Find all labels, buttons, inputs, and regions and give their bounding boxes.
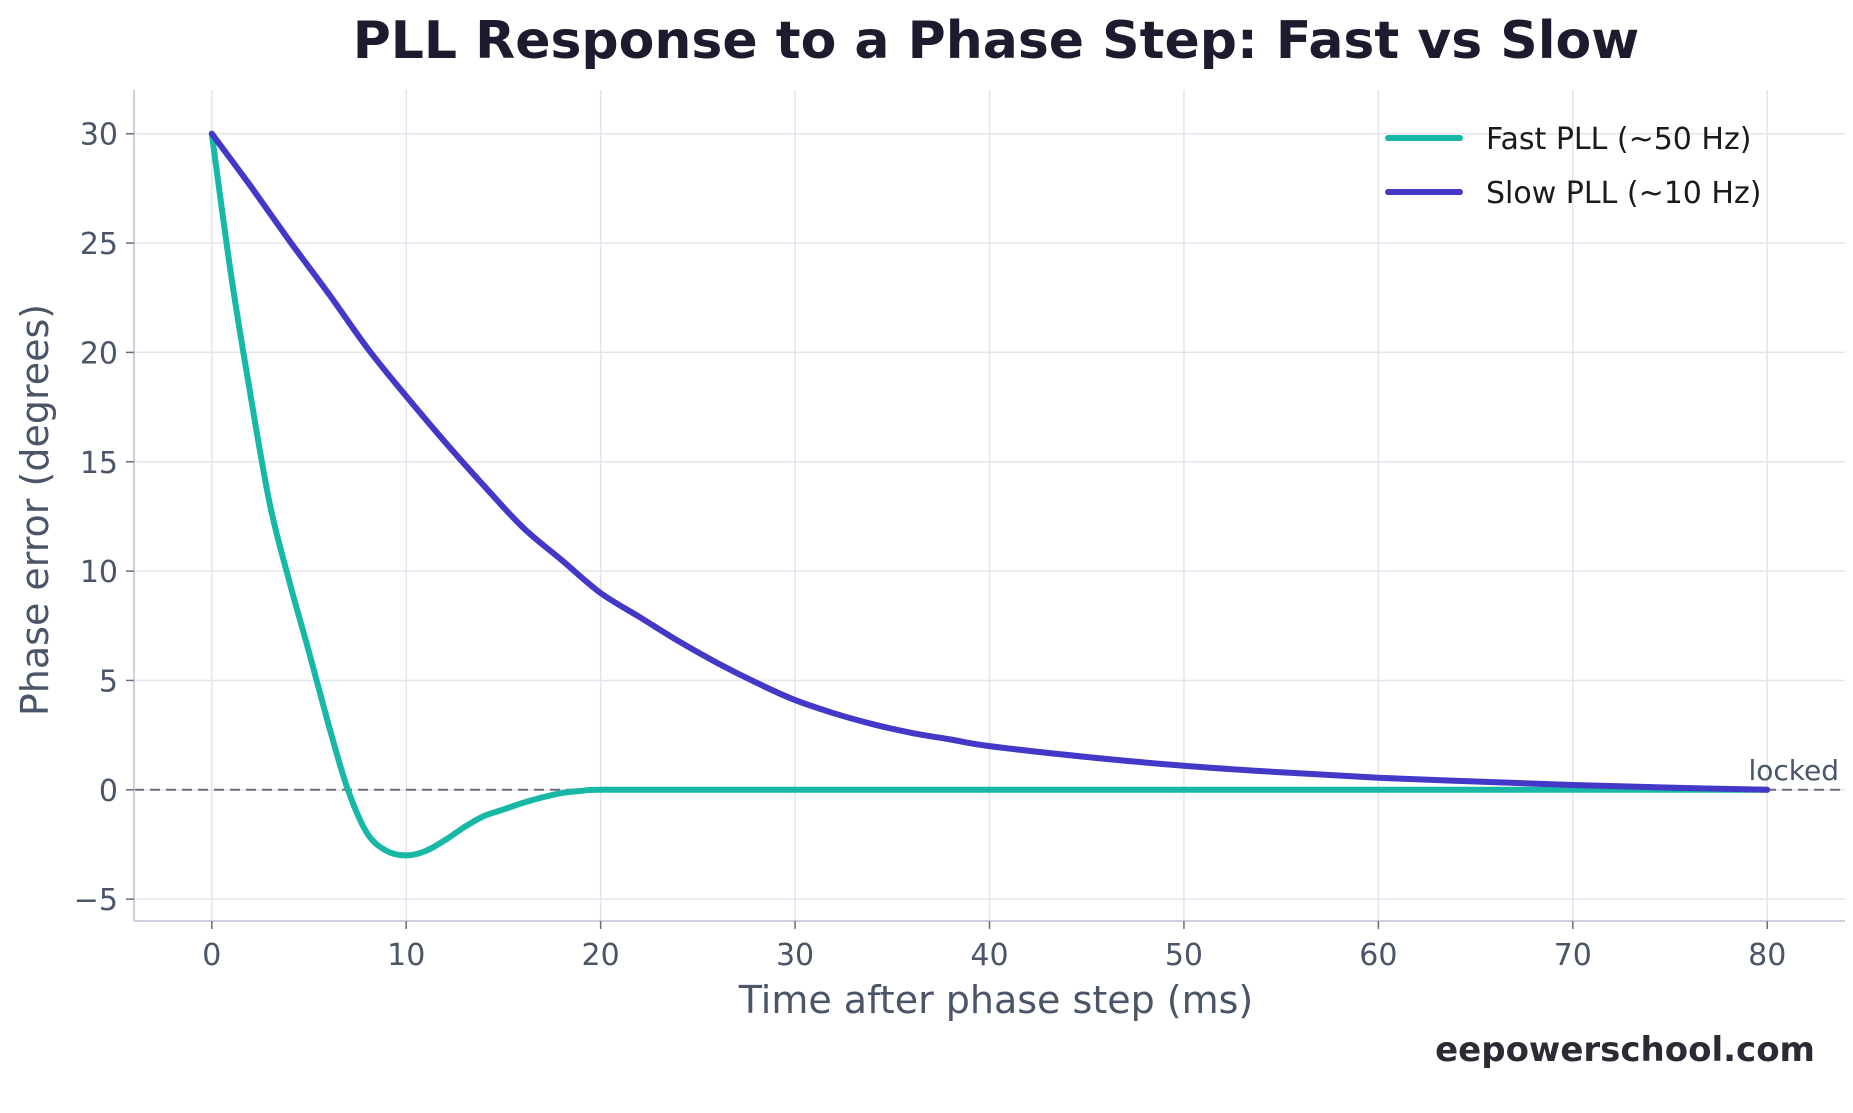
x-tick-label: 40 <box>970 938 1008 973</box>
watermark: eepowerschool.com <box>1435 1030 1815 1070</box>
legend-label-fast-pll: Fast PLL (~50 Hz) <box>1486 122 1751 157</box>
x-tick-label: 0 <box>202 938 221 973</box>
y-tick-label: 30 <box>80 118 118 153</box>
y-tick-label: 5 <box>99 664 118 699</box>
y-tick-label: 20 <box>80 336 118 371</box>
axes: 0 10 20 30 40 50 60 70 80 −5 0 5 10 15 20 25 30 <box>74 90 1845 973</box>
x-tick-label: 70 <box>1554 938 1592 973</box>
x-tick-label: 30 <box>776 938 814 973</box>
series-group <box>208 130 1771 859</box>
legend: Fast PLL (~50 Hz) Slow PLL (~10 Hz) <box>1385 122 1761 211</box>
y-axis-label: Phase error (degrees) <box>13 304 57 716</box>
x-tick-label: 10 <box>387 938 425 973</box>
y-tick-label: 25 <box>80 227 118 262</box>
x-tick-label: 20 <box>582 938 620 973</box>
y-tick-label: 10 <box>80 555 118 590</box>
series-line-slow-pll <box>208 130 1771 793</box>
y-tick-label: 15 <box>80 446 118 481</box>
x-axis-label: Time after phase step (ms) <box>738 978 1254 1022</box>
chart-title: PLL Response to a Phase Step: Fast vs Sl… <box>353 11 1640 71</box>
y-tick-label: 0 <box>99 774 118 809</box>
y-tick-label: −5 <box>74 883 118 918</box>
series-line-fast-pll <box>208 130 1771 859</box>
legend-label-slow-pll: Slow PLL (~10 Hz) <box>1486 176 1761 211</box>
locked-annotation: locked <box>1748 754 1839 787</box>
x-tick-label: 60 <box>1359 938 1397 973</box>
x-tick-label: 50 <box>1165 938 1203 973</box>
grid <box>134 90 1845 921</box>
x-tick-label: 80 <box>1748 938 1786 973</box>
